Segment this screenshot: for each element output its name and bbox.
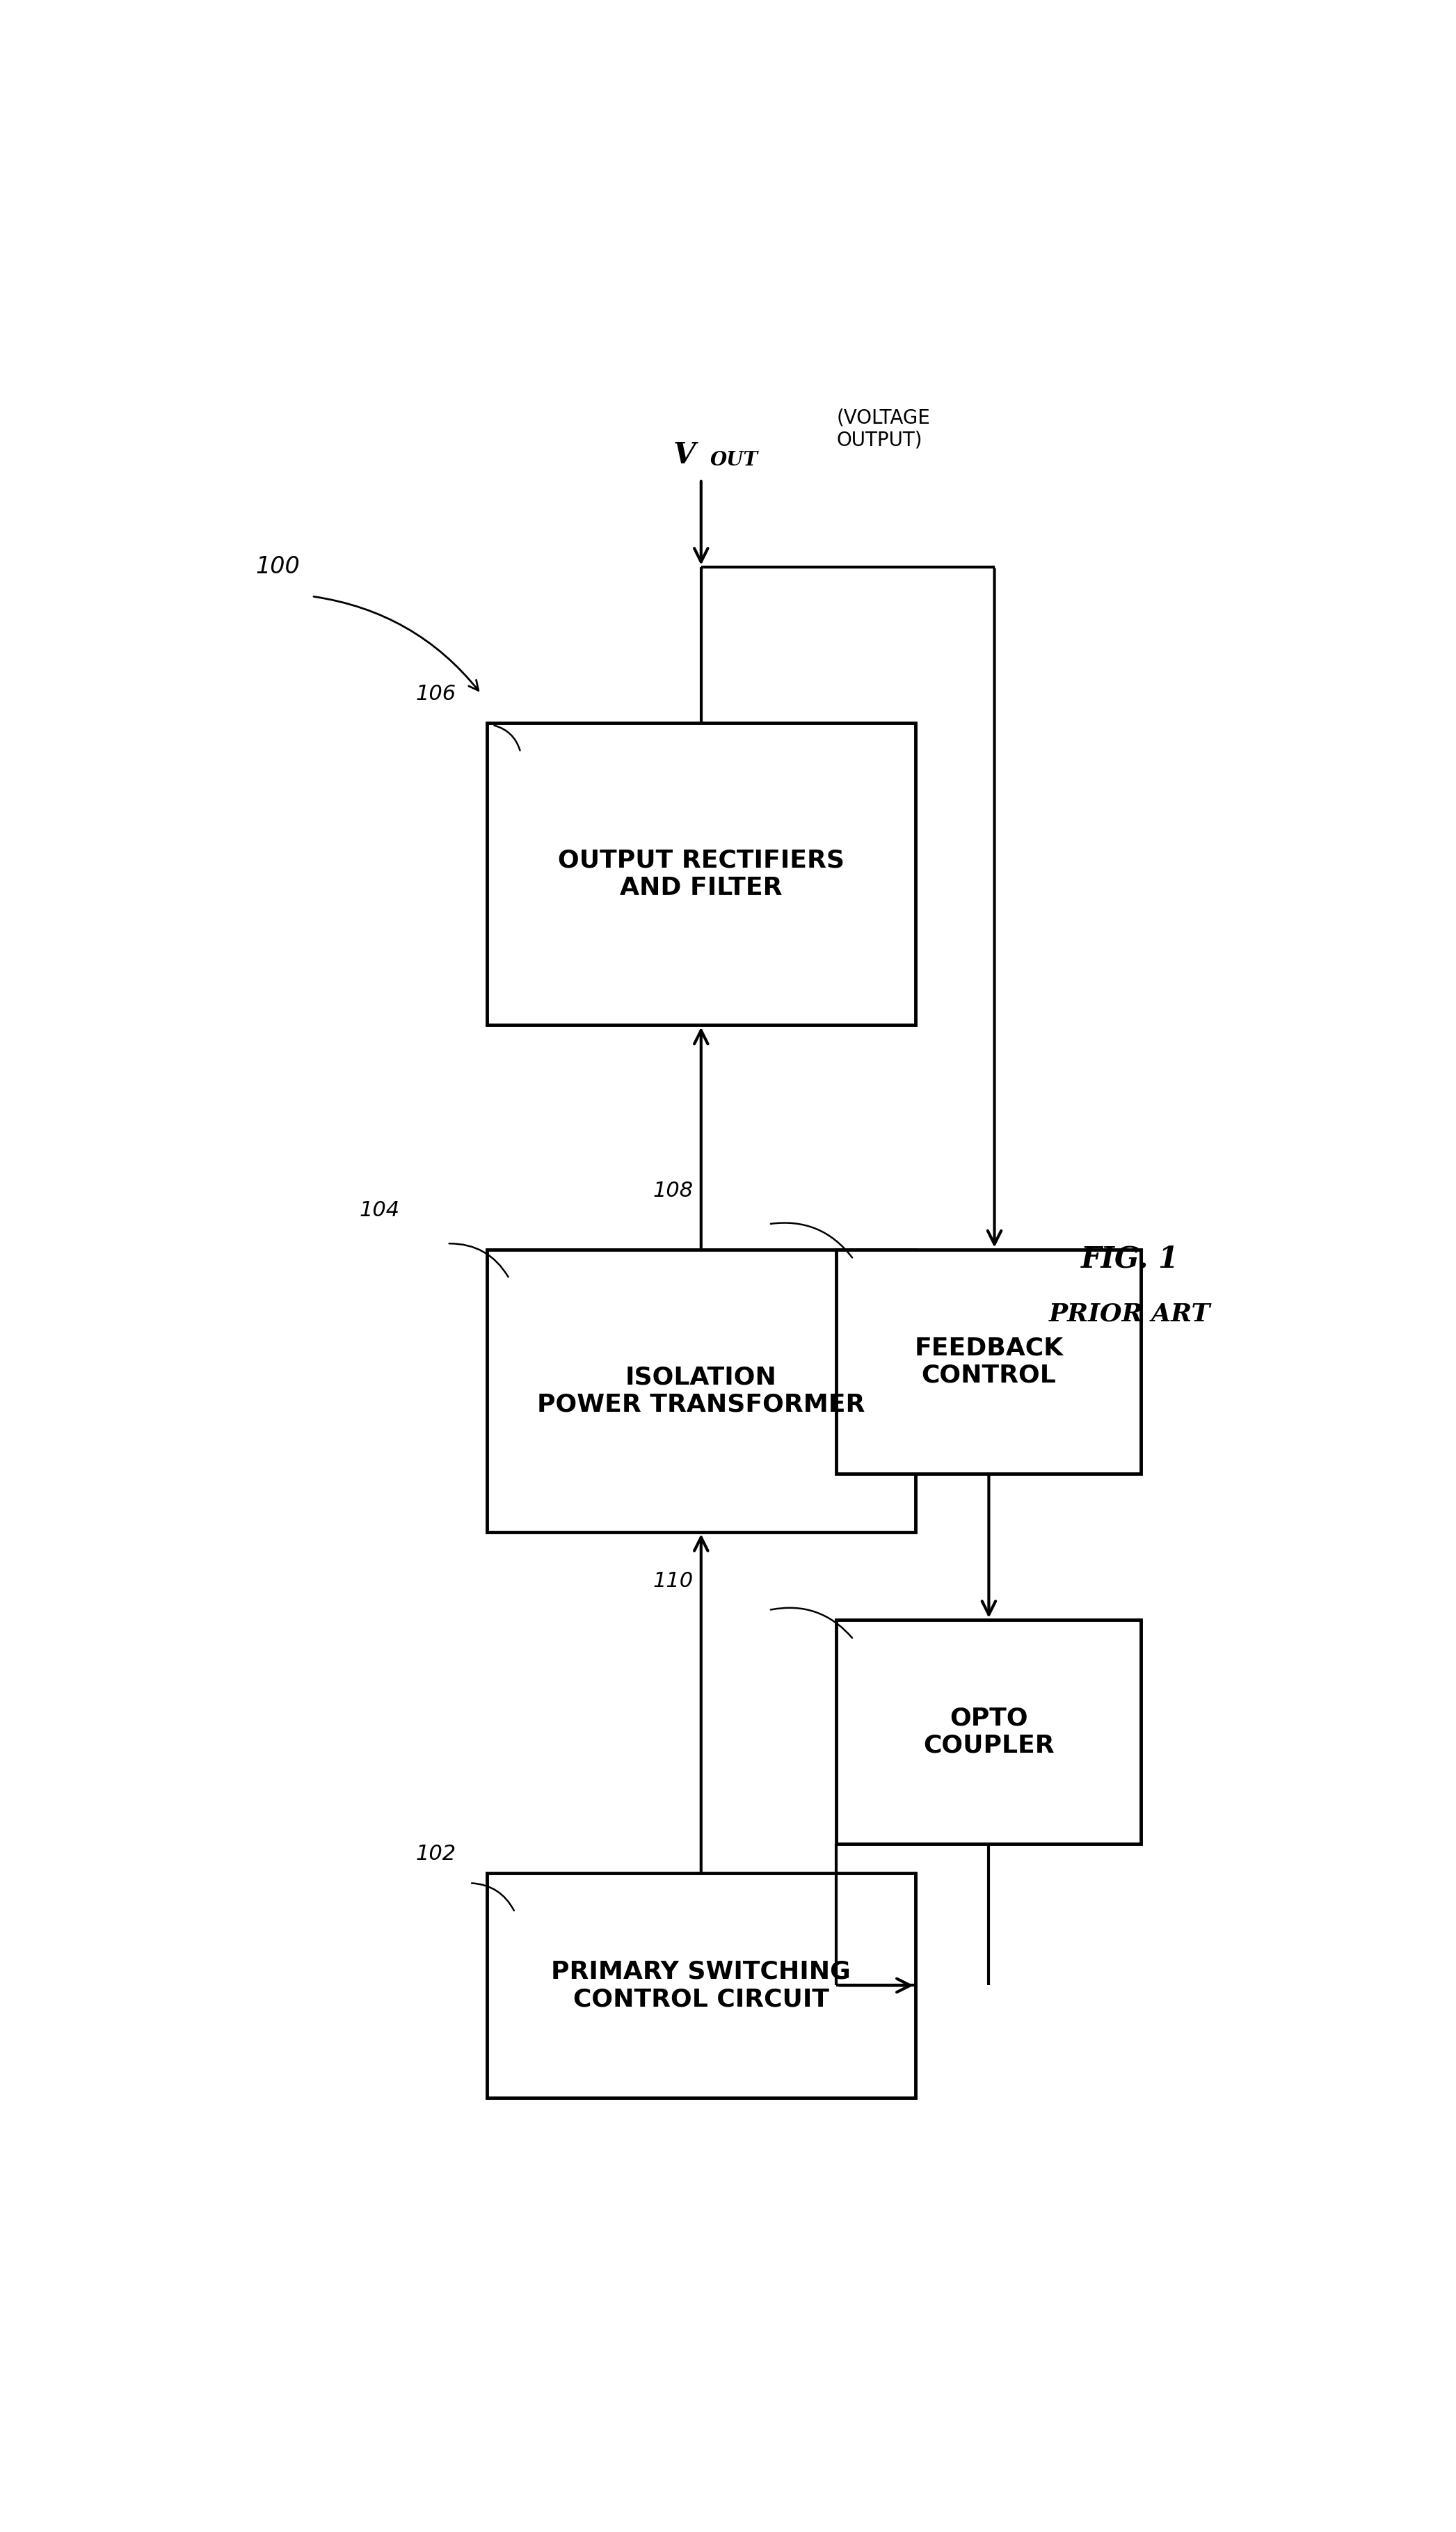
Bar bbox=[836, 1248, 1142, 1474]
Bar bbox=[486, 1248, 916, 1532]
Text: OUTPUT RECTIFIERS
AND FILTER: OUTPUT RECTIFIERS AND FILTER bbox=[558, 848, 844, 899]
Bar bbox=[486, 1874, 916, 2096]
Text: 104: 104 bbox=[360, 1200, 400, 1220]
Text: FIG. 1: FIG. 1 bbox=[1080, 1246, 1179, 1274]
Text: FEEDBACK
CONTROL: FEEDBACK CONTROL bbox=[914, 1337, 1063, 1388]
Text: OUT: OUT bbox=[711, 451, 759, 468]
Text: (VOLTAGE
OUTPUT): (VOLTAGE OUTPUT) bbox=[836, 408, 930, 451]
Text: PRIOR ART: PRIOR ART bbox=[1048, 1301, 1211, 1327]
Text: 102: 102 bbox=[415, 1843, 456, 1864]
Text: V: V bbox=[673, 441, 696, 468]
Text: 106: 106 bbox=[415, 684, 456, 704]
Text: 110: 110 bbox=[652, 1570, 693, 1590]
Bar bbox=[486, 724, 916, 1025]
Text: PRIMARY SWITCHING
CONTROL CIRCUIT: PRIMARY SWITCHING CONTROL CIRCUIT bbox=[552, 1960, 850, 2010]
Text: ISOLATION
POWER TRANSFORMER: ISOLATION POWER TRANSFORMER bbox=[537, 1365, 865, 1415]
Bar bbox=[836, 1620, 1142, 1843]
Text: 108: 108 bbox=[652, 1180, 693, 1200]
Text: OPTO
COUPLER: OPTO COUPLER bbox=[923, 1707, 1054, 1757]
Text: 100: 100 bbox=[256, 555, 300, 577]
